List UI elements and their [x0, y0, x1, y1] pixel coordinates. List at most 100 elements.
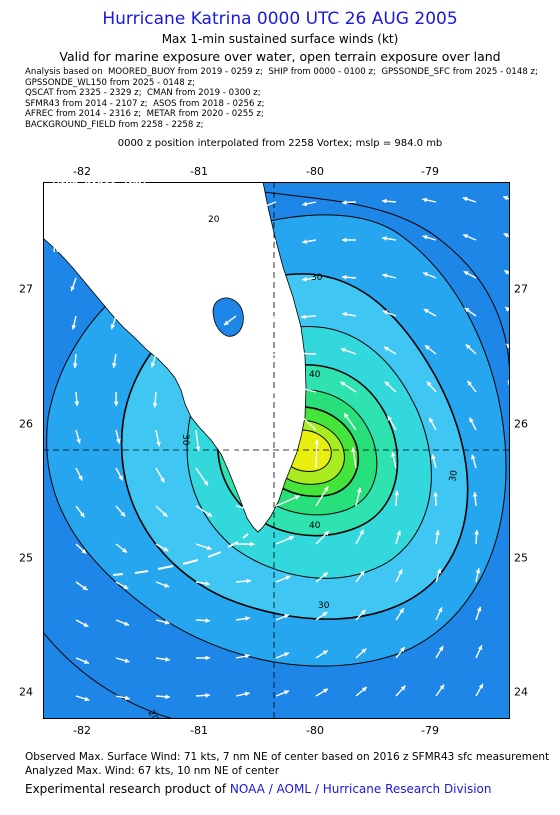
radius-50kt: 13: [90, 230, 104, 242]
wind-arrow: [315, 571, 329, 583]
lon-tick-bottom: -81: [190, 724, 208, 737]
wind-arrow: [382, 273, 397, 279]
wind-arrow: [115, 657, 130, 663]
wind-radii-row: SE 79 28 12: [53, 218, 148, 231]
wind-arrow: [152, 391, 158, 408]
wind-arrow: [381, 198, 397, 204]
wind-arrow: [475, 683, 484, 697]
wind-arrow: [275, 614, 290, 621]
wind-arrow: [155, 694, 171, 700]
wind-arrow: [382, 310, 397, 317]
wind-radii-row: NW 49 17 na: [53, 243, 148, 256]
lat-tick-left: 27: [19, 282, 33, 296]
wind-arrow: [384, 380, 397, 393]
wind-arrow: [297, 351, 317, 356]
contour-label: 40: [309, 370, 321, 380]
wind-arrow: [186, 315, 197, 328]
wind-arrow: [235, 505, 260, 513]
wind-arrow: [113, 391, 119, 407]
wind-arrow: [185, 239, 197, 250]
wind-radii-table: WIND RADII (NM) Q034K50K64K NE 75 27 10 SE …: [53, 180, 148, 255]
wind-arrow: [262, 277, 277, 284]
wind-arrow: [74, 391, 80, 407]
wind-arrow: [342, 311, 357, 317]
wind-arrow: [302, 276, 317, 282]
lat-tick-right: 26: [514, 417, 528, 431]
wind-arrow: [343, 412, 357, 431]
wind-arrow: [195, 505, 213, 518]
wind-arrow: [341, 274, 357, 280]
wind-arrow: [431, 454, 437, 469]
wind-arrow: [302, 239, 317, 245]
wind-arrow: [262, 201, 277, 208]
credit-line: Experimental research product of NOAA / …: [25, 782, 491, 796]
wind-arrow: [69, 239, 77, 253]
wind-arrow: [464, 307, 477, 317]
wind-arrow: [395, 607, 405, 621]
wind-arrow: [465, 343, 477, 355]
quadrant: SW: [53, 230, 66, 242]
wind-arrow: [302, 201, 317, 207]
wind-arrow: [115, 505, 126, 518]
wind-radii-thresholds: Q034K50K64K: [53, 192, 123, 205]
lat-tick-left: 24: [19, 685, 33, 699]
wind-arrow: [395, 685, 406, 697]
florida-peninsula: [43, 182, 307, 533]
radius-34kt: 39: [71, 230, 85, 242]
wind-arrow: [422, 272, 437, 279]
wind-arrow: [355, 609, 367, 621]
wind-arrow: [463, 270, 477, 279]
wind-arrow: [341, 237, 357, 243]
wind-arrow: [422, 234, 437, 241]
wind-arrow: [474, 529, 480, 545]
wind-arrow: [422, 197, 437, 203]
wind-arrows: [68, 195, 510, 702]
radius-64kt: na: [109, 230, 123, 242]
analysis-line: QSCAT from 2325 - 2329 z; CMAN from 2019…: [25, 88, 261, 99]
wind-arrow: [315, 530, 330, 545]
contour-label: 20: [145, 709, 160, 720]
analysis-sources: Analysis based on MOORED_BUOY from 2019 …: [25, 67, 538, 131]
wind-arrow: [75, 429, 81, 444]
lat-tick-right: 27: [514, 282, 528, 296]
wind-radii-row: NE 75 27 10: [53, 205, 148, 218]
wind-arrow: [340, 381, 357, 393]
wind-arrow: [503, 269, 510, 275]
wind-arrow: [435, 530, 440, 545]
wind-arrow: [295, 410, 317, 431]
lon-tick-top: -81: [190, 165, 208, 178]
contour-label: 30: [448, 469, 460, 482]
analysis-line: Analysis based on MOORED_BUOY from 2019 …: [25, 67, 538, 77]
wind-arrow: [469, 417, 477, 431]
wind-arrow: [251, 391, 277, 402]
wind-arrow: [383, 346, 397, 355]
lon-tick-bottom: -82: [73, 724, 91, 737]
wind-radii-row: SW 39 13 na: [53, 230, 148, 243]
wind-arrow: [185, 277, 197, 289]
contour-label: 30: [311, 273, 323, 283]
quadrant: NW: [53, 242, 66, 255]
wind-arrow: [471, 454, 477, 469]
analyzed-max-wind: Analyzed Max. Wind: 67 kts, 10 nm NE of …: [25, 765, 280, 777]
wind-arrow: [394, 490, 400, 507]
wind-arrow: [223, 277, 237, 287]
lon-tick-top: -79: [421, 165, 439, 178]
lat-tick-right: 25: [514, 551, 528, 565]
wind-arrow: [230, 429, 237, 460]
wind-arrow: [293, 385, 317, 393]
wind-arrow: [235, 578, 252, 584]
lon-tick-bottom: -80: [306, 724, 324, 737]
wind-arrow: [75, 581, 88, 591]
wind-arrow: [195, 618, 211, 623]
wind-arrow: [107, 201, 117, 214]
observed-max-wind: Observed Max. Surface Wind: 71 kts, 7 nm…: [25, 751, 550, 763]
wind-arrow: [315, 688, 329, 697]
wind-arrow: [435, 645, 444, 659]
wind-arrow: [115, 695, 130, 701]
wind-arrow: [261, 315, 277, 323]
contour-label: 30: [180, 434, 190, 446]
wind-arrow: [155, 581, 170, 588]
wind-arrow: [390, 451, 397, 469]
lon-tick-top: -82: [73, 165, 91, 178]
hrd-link[interactable]: NOAA / AOML / Hurricane Research Divisio…: [229, 782, 492, 796]
